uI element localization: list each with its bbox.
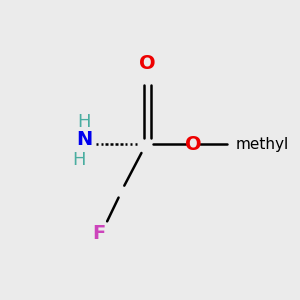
Text: H: H	[72, 152, 85, 169]
Text: N: N	[76, 130, 92, 149]
Text: O: O	[139, 54, 156, 73]
Text: H: H	[77, 113, 91, 131]
Text: O: O	[184, 135, 201, 154]
Text: F: F	[92, 224, 105, 243]
Text: methyl: methyl	[236, 136, 289, 152]
